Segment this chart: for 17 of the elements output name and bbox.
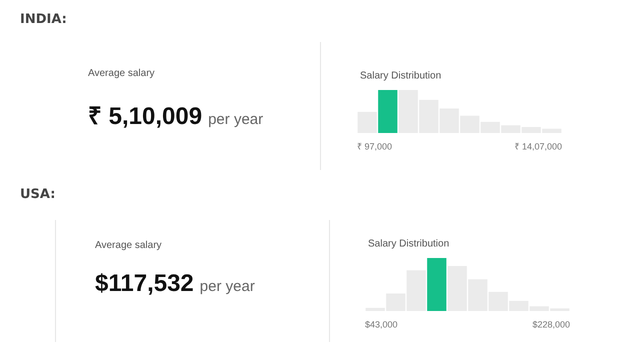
text: $43,000 (365, 320, 398, 330)
text: Average salary (95, 240, 162, 251)
bar (378, 90, 398, 133)
text: per year (200, 278, 255, 295)
bar (358, 112, 377, 133)
text: INDIA: (20, 12, 67, 27)
text: ₹ 97,000 (357, 142, 392, 152)
text: Average salary (88, 68, 155, 79)
text: $228,000 (532, 320, 570, 330)
chart-title: Salary Distribution (360, 70, 442, 82)
text: $117,532 (95, 270, 194, 297)
text: ₹ 14,07,000 (514, 142, 562, 152)
bar (427, 258, 446, 311)
chart-title: Salary Distribution (368, 238, 450, 250)
text: ₹ 5,10,009 (88, 103, 202, 130)
text: per year (208, 111, 264, 128)
text: USA: (20, 187, 56, 202)
